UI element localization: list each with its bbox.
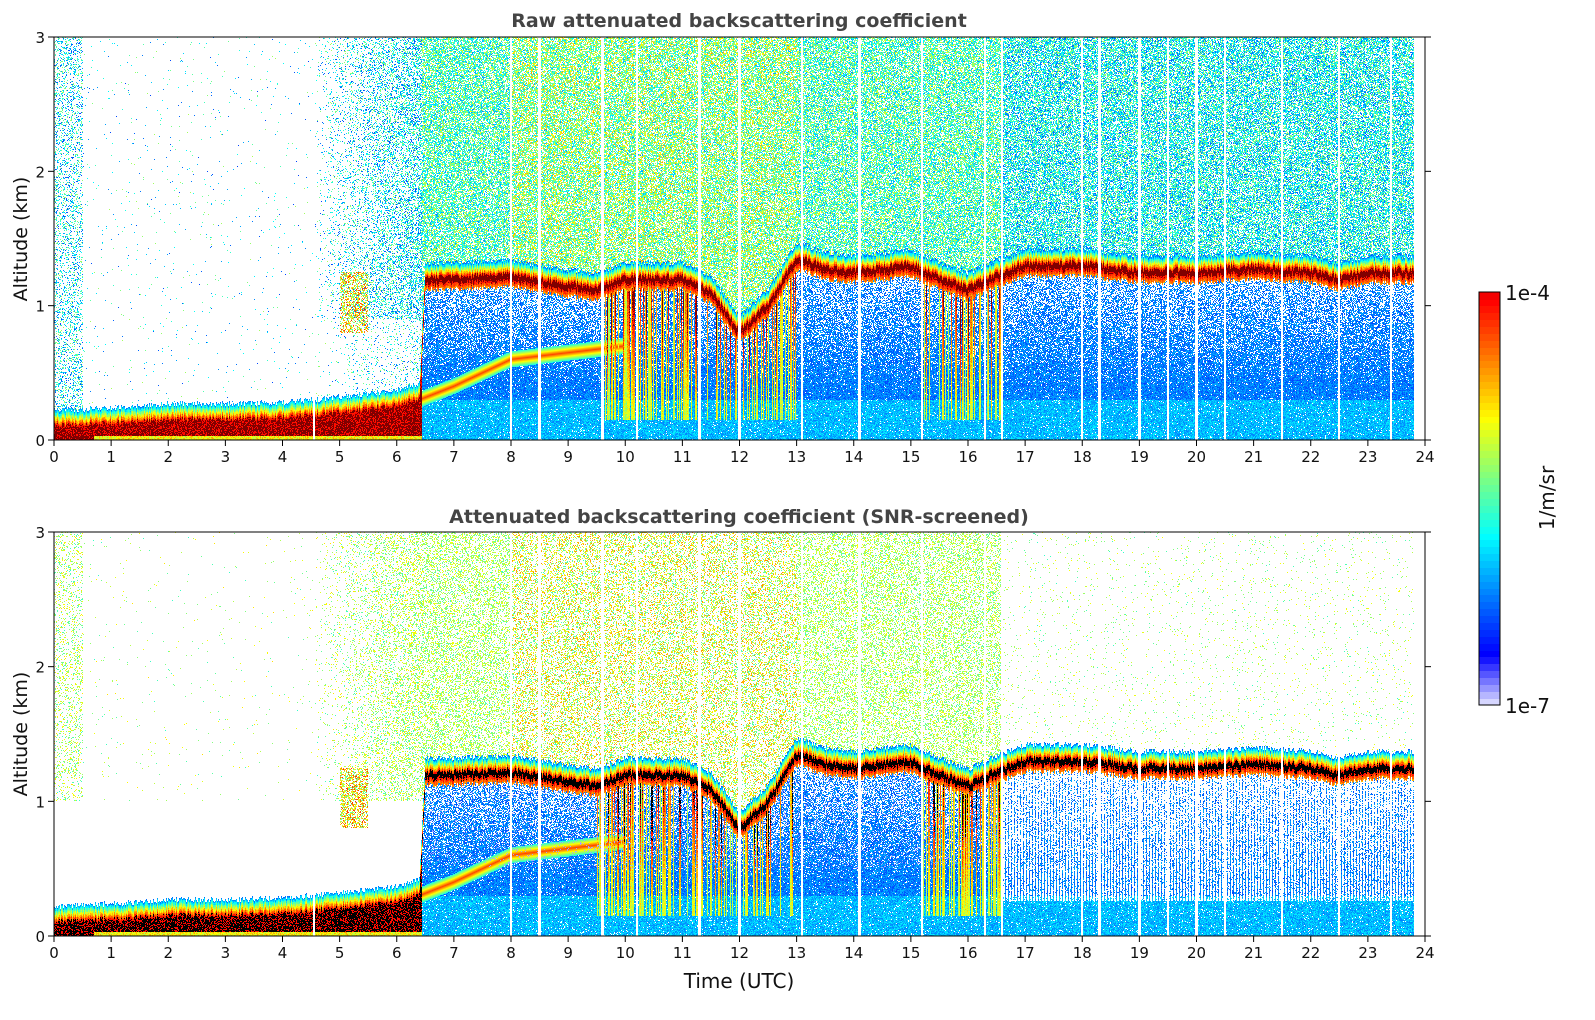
- x-tick-label: 21: [1244, 944, 1263, 962]
- x-tick-label: 7: [449, 448, 459, 466]
- bottom-plot-title: Attenuated backscattering coefficient (S…: [449, 506, 1029, 528]
- top-y-axis-label: Altitude (km): [10, 177, 32, 302]
- x-tick-label: 0: [49, 944, 59, 962]
- x-tick-label: 2: [163, 944, 173, 962]
- colorbar: [1479, 292, 1500, 705]
- colorbar-min-label: 1e-7: [1505, 694, 1550, 718]
- x-tick-label: 14: [844, 944, 863, 962]
- x-tick-label: 16: [958, 448, 977, 466]
- x-tick-label: 11: [673, 448, 692, 466]
- x-tick-label: 0: [49, 448, 59, 466]
- x-tick-label: 20: [1187, 944, 1206, 962]
- x-tick-label: 12: [730, 944, 749, 962]
- x-tick-label: 14: [844, 448, 863, 466]
- x-tick-label: 11: [673, 944, 692, 962]
- top-plot-title: Raw attenuated backscattering coefficien…: [511, 10, 967, 32]
- y-tick-label: 1: [35, 793, 45, 811]
- x-axis-label: Time (UTC): [683, 969, 795, 993]
- plot-frame: [53, 531, 1426, 937]
- x-tick-label: 6: [392, 944, 402, 962]
- x-tick-label: 17: [1016, 448, 1035, 466]
- x-tick-label: 10: [616, 448, 635, 466]
- x-tick-label: 19: [1130, 944, 1149, 962]
- x-tick-label: 3: [221, 448, 231, 466]
- colorbar-unit-label: 1/m/sr: [1535, 465, 1559, 530]
- colorbar-frame: [1478, 291, 1501, 706]
- x-tick-label: 13: [787, 944, 806, 962]
- x-tick-label: 21: [1244, 448, 1263, 466]
- bottom-y-axis-label: Altitude (km): [10, 672, 32, 797]
- y-tick-label: 2: [35, 659, 45, 677]
- y-tick-label: 1: [35, 298, 45, 316]
- colorbar-max-label: 1e-4: [1505, 281, 1550, 305]
- x-tick-label: 20: [1187, 448, 1206, 466]
- x-tick-label: 10: [616, 944, 635, 962]
- x-tick-label: 4: [278, 448, 288, 466]
- x-tick-label: 13: [787, 448, 806, 466]
- y-tick-label: 0: [35, 928, 45, 946]
- y-tick-label: 3: [35, 524, 45, 542]
- x-tick-label: 5: [335, 448, 345, 466]
- x-tick-label: 15: [901, 944, 920, 962]
- y-tick-label: 2: [35, 163, 45, 181]
- x-tick-label: 6: [392, 448, 402, 466]
- x-tick-label: 9: [563, 448, 573, 466]
- x-tick-label: 24: [1415, 944, 1434, 962]
- x-tick-label: 15: [901, 448, 920, 466]
- x-tick-label: 3: [221, 944, 231, 962]
- x-tick-label: 23: [1358, 448, 1377, 466]
- x-tick-label: 24: [1415, 448, 1434, 466]
- y-tick-label: 0: [35, 432, 45, 450]
- x-tick-label: 4: [278, 944, 288, 962]
- x-tick-label: 1: [106, 448, 116, 466]
- x-tick-label: 18: [1073, 944, 1092, 962]
- x-tick-label: 22: [1301, 448, 1320, 466]
- x-tick-label: 5: [335, 944, 345, 962]
- x-tick-label: 8: [506, 448, 516, 466]
- x-tick-label: 7: [449, 944, 459, 962]
- x-tick-label: 16: [958, 944, 977, 962]
- y-tick-label: 3: [35, 29, 45, 47]
- x-tick-label: 8: [506, 944, 516, 962]
- x-tick-label: 9: [563, 944, 573, 962]
- x-tick-label: 17: [1016, 944, 1035, 962]
- x-tick-label: 19: [1130, 448, 1149, 466]
- x-tick-label: 2: [163, 448, 173, 466]
- screened-backscatter-heatmap: [54, 532, 1425, 936]
- plot-frame: [53, 36, 1426, 441]
- x-tick-label: 23: [1358, 944, 1377, 962]
- x-tick-label: 12: [730, 448, 749, 466]
- x-tick-label: 18: [1073, 448, 1092, 466]
- x-tick-label: 22: [1301, 944, 1320, 962]
- x-tick-label: 1: [106, 944, 116, 962]
- raw-backscatter-heatmap: [54, 37, 1425, 440]
